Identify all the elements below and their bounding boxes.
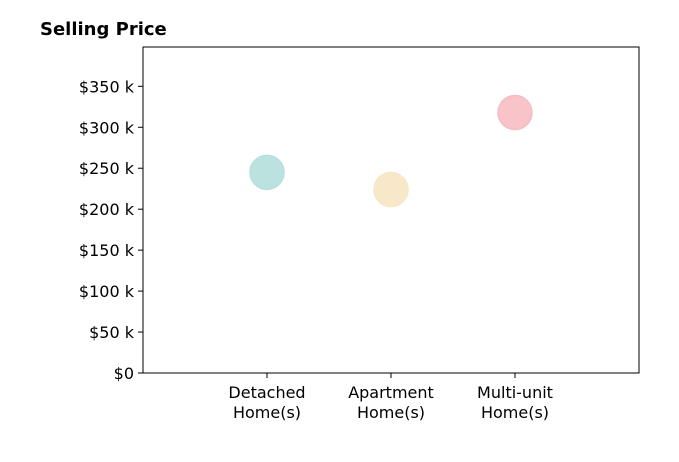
chart-title: Selling Price bbox=[40, 19, 167, 40]
x-axis: DetachedHome(s)ApartmentHome(s)Multi-uni… bbox=[228, 373, 553, 422]
y-tick-label: $100 k bbox=[79, 282, 135, 301]
y-axis: $0 $50 k $100 k $150 k $200 k $250 k $300 k $35… bbox=[79, 77, 143, 383]
x-tick-label: Multi-unit bbox=[477, 383, 553, 402]
y-tick-label: $50 k bbox=[89, 323, 135, 342]
y-tick-label: $150 k bbox=[79, 241, 135, 260]
y-tick-label: $350 k bbox=[79, 77, 135, 96]
plot-frame bbox=[142, 46, 640, 374]
x-tick-label: Detached bbox=[228, 383, 305, 402]
data-point bbox=[249, 154, 285, 191]
data-point bbox=[497, 94, 533, 131]
x-tick-label: Home(s) bbox=[481, 403, 549, 422]
y-tick-label: $300 k bbox=[79, 118, 135, 137]
x-tick-label: Apartment bbox=[348, 383, 434, 402]
data-points bbox=[249, 94, 533, 208]
y-tick-label: $200 k bbox=[79, 200, 135, 219]
x-tick-label: Home(s) bbox=[357, 403, 425, 422]
y-tick-label: $250 k bbox=[79, 159, 135, 178]
x-tick-label: Home(s) bbox=[233, 403, 301, 422]
data-point bbox=[373, 171, 409, 208]
y-tick-label: $0 bbox=[114, 364, 134, 383]
